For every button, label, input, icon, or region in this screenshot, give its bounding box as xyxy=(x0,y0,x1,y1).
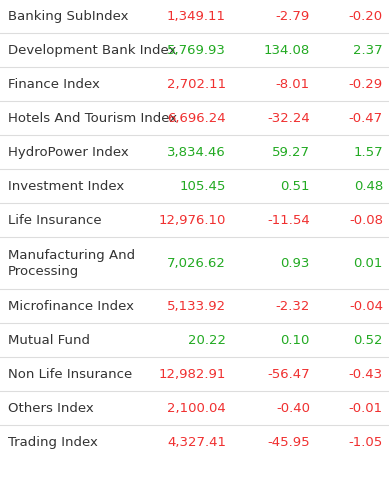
Text: 0.48: 0.48 xyxy=(354,180,383,193)
Text: 4,327.41: 4,327.41 xyxy=(167,436,226,448)
Text: 0.01: 0.01 xyxy=(354,257,383,270)
Text: -2.79: -2.79 xyxy=(276,10,310,23)
Text: 5,133.92: 5,133.92 xyxy=(167,300,226,313)
Text: -0.47: -0.47 xyxy=(349,112,383,125)
Text: 59.27: 59.27 xyxy=(272,146,310,159)
Text: -32.24: -32.24 xyxy=(267,112,310,125)
Text: Investment Index: Investment Index xyxy=(8,180,124,193)
Text: 7,026.62: 7,026.62 xyxy=(167,257,226,270)
Text: 20.22: 20.22 xyxy=(188,334,226,347)
Text: 134.08: 134.08 xyxy=(264,44,310,58)
Text: -0.43: -0.43 xyxy=(349,368,383,381)
Text: Mutual Fund: Mutual Fund xyxy=(8,334,90,347)
Text: 12,982.91: 12,982.91 xyxy=(159,368,226,381)
Text: 5,769.93: 5,769.93 xyxy=(167,44,226,58)
Text: 0.52: 0.52 xyxy=(354,334,383,347)
Text: -0.08: -0.08 xyxy=(349,214,383,227)
Text: -0.04: -0.04 xyxy=(349,300,383,313)
Text: Non Life Insurance: Non Life Insurance xyxy=(8,368,132,381)
Text: -56.47: -56.47 xyxy=(267,368,310,381)
Text: -2.32: -2.32 xyxy=(276,300,310,313)
Text: 1,349.11: 1,349.11 xyxy=(167,10,226,23)
Text: 2,702.11: 2,702.11 xyxy=(167,79,226,91)
Text: Life Insurance: Life Insurance xyxy=(8,214,102,227)
Text: -8.01: -8.01 xyxy=(276,79,310,91)
Text: Development Bank Index: Development Bank Index xyxy=(8,44,176,58)
Text: 12,976.10: 12,976.10 xyxy=(159,214,226,227)
Text: 3,834.46: 3,834.46 xyxy=(167,146,226,159)
Text: -0.20: -0.20 xyxy=(349,10,383,23)
Text: 0.93: 0.93 xyxy=(280,257,310,270)
Text: -0.40: -0.40 xyxy=(276,402,310,415)
Text: Finance Index: Finance Index xyxy=(8,79,100,91)
Text: Hotels And Tourism Index: Hotels And Tourism Index xyxy=(8,112,177,125)
Text: Others Index: Others Index xyxy=(8,402,94,415)
Text: HydroPower Index: HydroPower Index xyxy=(8,146,129,159)
Text: Manufacturing And
Processing: Manufacturing And Processing xyxy=(8,249,135,278)
Text: 0.10: 0.10 xyxy=(280,334,310,347)
Text: 0.51: 0.51 xyxy=(280,180,310,193)
Text: -45.95: -45.95 xyxy=(267,436,310,448)
Text: 2,100.04: 2,100.04 xyxy=(167,402,226,415)
Text: Trading Index: Trading Index xyxy=(8,436,98,448)
Text: 1.57: 1.57 xyxy=(353,146,383,159)
Text: Banking SubIndex: Banking SubIndex xyxy=(8,10,128,23)
Text: -11.54: -11.54 xyxy=(267,214,310,227)
Text: -0.29: -0.29 xyxy=(349,79,383,91)
Text: -1.05: -1.05 xyxy=(349,436,383,448)
Text: 6,696.24: 6,696.24 xyxy=(167,112,226,125)
Text: Microfinance Index: Microfinance Index xyxy=(8,300,134,313)
Text: 105.45: 105.45 xyxy=(180,180,226,193)
Text: -0.01: -0.01 xyxy=(349,402,383,415)
Text: 2.37: 2.37 xyxy=(353,44,383,58)
